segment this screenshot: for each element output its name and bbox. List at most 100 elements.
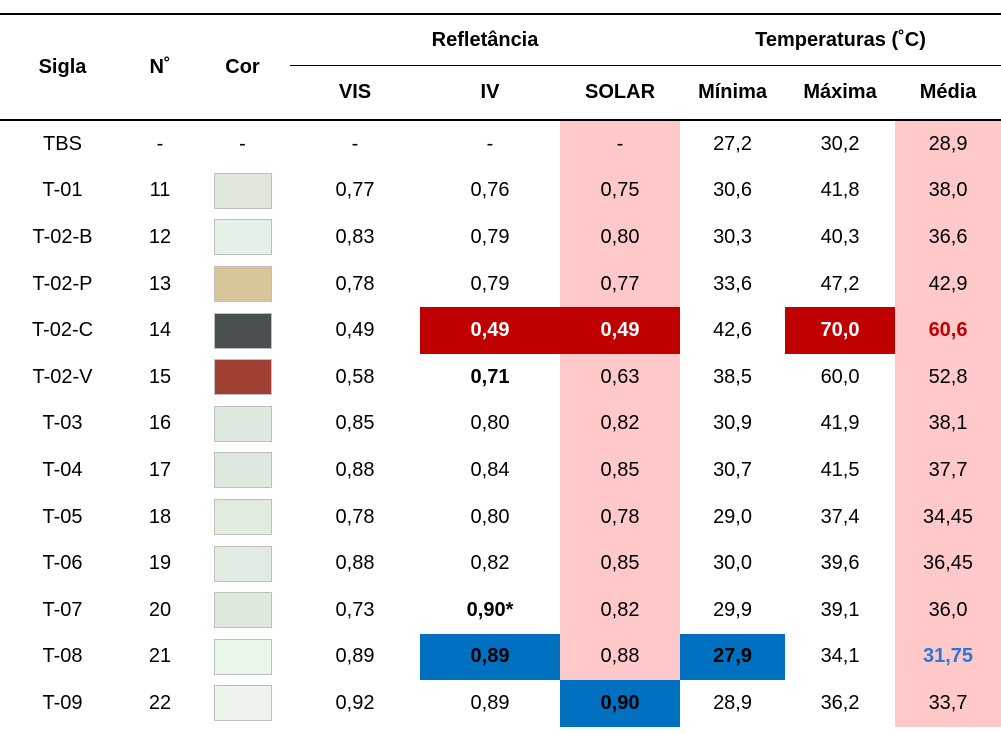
table-cell: 0,75: [560, 167, 681, 215]
table-cell: T-05: [42, 505, 83, 528]
color-cell: [195, 634, 290, 681]
table-cell: 31,75: [895, 633, 1001, 681]
table-cell: 0,73: [335, 598, 375, 621]
color-cell: [195, 354, 290, 401]
color-swatch: [213, 172, 272, 209]
table-cell: 0,71: [470, 365, 510, 388]
table-cell: 60,6: [895, 307, 1001, 354]
table-cell: 0,84: [470, 458, 510, 481]
table-cell: 39,1: [820, 598, 860, 621]
table-cell: -: [239, 132, 246, 155]
table-cell: 13: [148, 272, 172, 295]
table-cell: 0,77: [560, 260, 681, 308]
table-cell: -: [560, 120, 681, 168]
table-cell: T-04: [42, 458, 83, 481]
color-cell: [195, 587, 290, 634]
table-cell: 0,49: [420, 307, 560, 354]
color-swatch: [213, 359, 272, 396]
table-row: T-02-B 12 0,83 0,79 0,80 30,3 40,3 36,6: [0, 214, 1001, 261]
table-cell: 20: [148, 598, 172, 621]
color-cell: [195, 168, 290, 215]
table-cell: 34,1: [820, 645, 860, 668]
color-cell: [195, 680, 290, 727]
column-header: Máxima: [785, 65, 896, 121]
header-cell: N˚: [125, 13, 195, 121]
table-cell: 18: [148, 505, 172, 528]
table-cell: 17: [148, 458, 172, 481]
table-cell: 0,85: [335, 412, 375, 435]
group-header: Refletância: [290, 13, 681, 66]
table-cell: 38,5: [713, 365, 752, 388]
color-cell: [195, 261, 290, 308]
table-cell: 0,89: [420, 633, 560, 681]
color-swatch: [213, 685, 272, 722]
table-cell: 0,78: [335, 505, 375, 528]
table-cell: 0,85: [560, 540, 681, 587]
color-cell: [195, 540, 290, 587]
table-cell: 0,63: [560, 353, 681, 401]
table-cell: 33,6: [713, 272, 752, 295]
color-swatch: [213, 638, 272, 675]
table-row: T-09 22 0,92 0,89 0,90 28,9 36,2 33,7: [0, 680, 1001, 727]
table-cell: 15: [148, 365, 172, 388]
table-row: T-08 21 0,89 0,89 0,88 27,9 34,1 31,75: [0, 633, 1001, 681]
header-cell: Cor: [195, 13, 290, 121]
table-cell: 0,88: [335, 458, 375, 481]
table-cell: T-02-C: [31, 319, 94, 342]
table-cell: 36,45: [895, 540, 1001, 587]
color-cell: [195, 307, 290, 354]
table-cell: 30,6: [713, 179, 752, 202]
table-cell: 37,4: [820, 505, 860, 528]
table-cell: 22: [148, 691, 172, 714]
table-cell: T-08: [42, 645, 83, 668]
table-cell: 38,1: [895, 400, 1001, 448]
color-swatch: [213, 452, 272, 489]
table-row: T-06 19 0,88 0,82 0,85 30,0 39,6 36,45: [0, 540, 1001, 587]
table-cell: 0,90: [560, 680, 681, 727]
table-cell: 0,88: [335, 552, 375, 575]
column-header: Média: [895, 65, 1001, 121]
table-cell: 0,83: [335, 225, 375, 248]
table-cell: 0,58: [335, 365, 375, 388]
table-row: T-03 16 0,85 0,80 0,82 30,9 41,9 38,1: [0, 400, 1001, 448]
table-cell: 0,79: [470, 225, 510, 248]
table-cell: 0,92: [335, 691, 375, 714]
table-cell: T-02-B: [32, 225, 93, 248]
color-swatch: [213, 592, 272, 629]
table-cell: 60,0: [820, 365, 860, 388]
color-cell: [195, 401, 290, 448]
color-cell: [195, 447, 290, 494]
table-cell: 28,9: [895, 120, 1001, 168]
table-cell: 29,9: [713, 598, 752, 621]
table-row: TBS - - - - - 27,2 30,2 28,9: [0, 120, 1001, 168]
table-cell: T-03: [42, 412, 83, 435]
table-cell: 70,0: [785, 307, 896, 354]
table-cell: 0,90*: [466, 598, 514, 621]
table-cell: 0,49: [335, 319, 375, 342]
table-cell: 36,2: [820, 691, 860, 714]
table-cell: 41,9: [820, 412, 860, 435]
table-row: T-04 17 0,88 0,84 0,85 30,7 41,5 37,7: [0, 447, 1001, 494]
table-cell: 29,0: [713, 505, 752, 528]
table-cell: T-09: [42, 691, 83, 714]
table-cell: 0,89: [470, 691, 510, 714]
table-row: T-05 18 0,78 0,80 0,78 29,0 37,4 34,45: [0, 493, 1001, 541]
table-cell: 34,45: [895, 493, 1001, 541]
table-cell: -: [486, 132, 494, 155]
table-cell: 40,3: [820, 225, 860, 248]
table-cell: 0,80: [470, 412, 510, 435]
table-cell: 0,80: [560, 214, 681, 261]
table-cell: 0,80: [470, 505, 510, 528]
table-cell: 0,78: [560, 493, 681, 541]
table-cell: 42,6: [713, 319, 752, 342]
table-cell: T-02-V: [32, 365, 93, 388]
table-cell: 0,82: [560, 586, 681, 634]
table-row: T-01 11 0,77 0,76 0,75 30,6 41,8 38,0: [0, 167, 1001, 215]
column-header: VIS: [290, 65, 420, 121]
color-swatch: [213, 499, 272, 536]
table-cell: 19: [148, 552, 172, 575]
table-cell: 14: [148, 319, 172, 342]
table-row: T-02-C 14 0,49 0,49 0,49 42,6 70,0 60,6: [0, 307, 1001, 354]
table-cell: T-06: [42, 552, 83, 575]
